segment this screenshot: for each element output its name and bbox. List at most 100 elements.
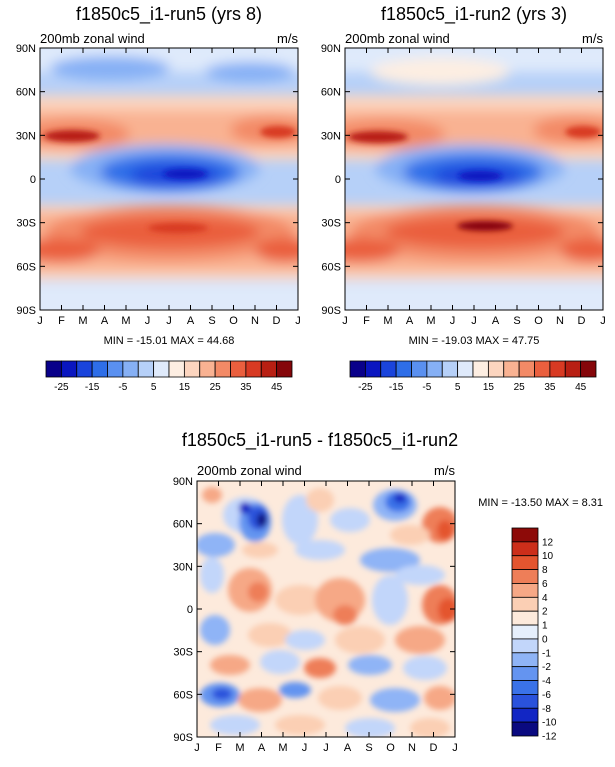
colorbar-label: 4 bbox=[542, 593, 548, 604]
contour-field bbox=[345, 48, 603, 310]
colorbar-swatch bbox=[395, 360, 412, 378]
colorbar-swatch bbox=[349, 360, 366, 378]
colorbar-label: 15 bbox=[483, 382, 495, 393]
colorbar-label: 25 bbox=[210, 382, 222, 393]
panel-run5: f1850c5_i1-run5 (yrs 8) 200mb zonal wind… bbox=[16, 4, 301, 393]
x-tick-label: J bbox=[600, 315, 606, 327]
y-tick-label: 30S bbox=[321, 218, 341, 230]
x-tick-label: J bbox=[302, 742, 308, 754]
colorbar-label: 8 bbox=[542, 565, 548, 576]
colorbar-label: -12 bbox=[542, 732, 557, 743]
colorbar-swatch bbox=[511, 555, 539, 571]
x-tick-label: M bbox=[426, 315, 435, 327]
colorbar-swatch bbox=[91, 360, 108, 378]
colorbar-label: 1 bbox=[542, 621, 548, 632]
colorbar-label: 6 bbox=[542, 579, 548, 590]
colorbar-label: -25 bbox=[358, 382, 373, 393]
colorbar-swatch bbox=[487, 360, 505, 378]
colorbar-label: 10 bbox=[542, 551, 554, 562]
units-label: m/s bbox=[582, 31, 603, 46]
y-tick-label: 0 bbox=[187, 604, 193, 616]
x-tick-label: M bbox=[278, 742, 287, 754]
colorbar-label: 25 bbox=[514, 382, 526, 393]
colorbar-swatch bbox=[511, 666, 539, 681]
colorbar-swatch bbox=[60, 360, 78, 378]
colorbar-label: -4 bbox=[542, 676, 551, 687]
colorbar-swatch bbox=[411, 360, 428, 378]
x-tick-label: J bbox=[194, 742, 200, 754]
y-tick-label: 30N bbox=[16, 130, 36, 142]
colorbar-swatch bbox=[230, 360, 247, 378]
x-tick-label: S bbox=[208, 315, 215, 327]
units-label: m/s bbox=[277, 31, 298, 46]
colorbar-swatch bbox=[511, 541, 539, 557]
colorbar-label: -15 bbox=[85, 382, 100, 393]
colorbar-swatch bbox=[153, 360, 170, 378]
colorbar-swatch bbox=[511, 596, 539, 612]
x-tick-label: J bbox=[450, 315, 456, 327]
colorbar-label: -6 bbox=[542, 690, 551, 701]
colorbar-swatch bbox=[503, 360, 520, 378]
y-tick-label: 30N bbox=[173, 561, 193, 573]
colorbar-swatch bbox=[511, 721, 539, 737]
variable-label: 200mb zonal wind bbox=[345, 31, 450, 46]
x-tick-label: J bbox=[166, 315, 172, 327]
colorbar-label: 35 bbox=[240, 382, 252, 393]
x-tick-label: J bbox=[145, 315, 151, 327]
x-tick-label: A bbox=[101, 315, 109, 327]
x-tick-label: A bbox=[258, 742, 266, 754]
x-tick-label: N bbox=[251, 315, 259, 327]
x-tick-label: F bbox=[58, 315, 65, 327]
colorbar-label: 45 bbox=[575, 382, 587, 393]
x-tick-label: O bbox=[534, 315, 543, 327]
y-tick-label: 60S bbox=[321, 261, 341, 273]
colorbar-swatch bbox=[76, 360, 93, 378]
y-tick-label: 90S bbox=[173, 732, 193, 744]
y-tick-label: 60N bbox=[173, 519, 193, 531]
y-tick-label: 60S bbox=[173, 689, 193, 701]
colorbar-swatch bbox=[107, 360, 124, 378]
x-tick-label: A bbox=[406, 315, 414, 327]
colorbar-swatch bbox=[549, 360, 566, 378]
x-tick-label: J bbox=[37, 315, 43, 327]
colorbar-label: 0 bbox=[542, 634, 548, 645]
x-tick-label: J bbox=[471, 315, 477, 327]
x-tick-label: J bbox=[295, 315, 301, 327]
colorbar-swatch bbox=[511, 583, 539, 598]
colorbar-label: -10 bbox=[542, 718, 557, 729]
y-tick-label: 60N bbox=[321, 87, 341, 99]
colorbar-swatch bbox=[380, 360, 397, 378]
x-tick-label: S bbox=[513, 315, 520, 327]
colorbar-swatch bbox=[534, 360, 551, 378]
x-tick-label: D bbox=[430, 742, 438, 754]
colorbar-swatch bbox=[472, 360, 489, 378]
colorbar-swatch bbox=[511, 569, 539, 584]
x-tick-label: O bbox=[229, 315, 238, 327]
colorbar-label: 15 bbox=[179, 382, 191, 393]
y-tick-label: 90N bbox=[321, 43, 341, 55]
x-tick-label: A bbox=[492, 315, 500, 327]
colorbar-label: 5 bbox=[151, 382, 157, 393]
colorbar-swatch bbox=[426, 360, 443, 378]
colorbar-swatch bbox=[511, 707, 539, 723]
x-tick-label: M bbox=[121, 315, 130, 327]
colorbar-swatch bbox=[137, 360, 155, 378]
colorbar-label: 5 bbox=[455, 382, 461, 393]
panel-title: f1850c5_i1-run5 (yrs 8) bbox=[76, 4, 262, 25]
colorbar-swatch bbox=[441, 360, 459, 378]
colorbar-label: -2 bbox=[542, 662, 551, 673]
x-tick-label: J bbox=[342, 315, 348, 327]
colorbar-swatch bbox=[168, 360, 185, 378]
min-max-stats: MIN = -15.01 MAX = 44.68 bbox=[104, 335, 235, 347]
colorbar: -25 -15 -5 5 15 25 35 45 bbox=[45, 360, 293, 393]
x-tick-label: J bbox=[323, 742, 329, 754]
y-tick-label: 30N bbox=[321, 130, 341, 142]
x-tick-label: D bbox=[273, 315, 281, 327]
y-tick-label: 60S bbox=[16, 261, 36, 273]
contour-field bbox=[40, 48, 298, 310]
colorbar-swatch bbox=[364, 360, 382, 378]
contour-field bbox=[197, 481, 455, 737]
